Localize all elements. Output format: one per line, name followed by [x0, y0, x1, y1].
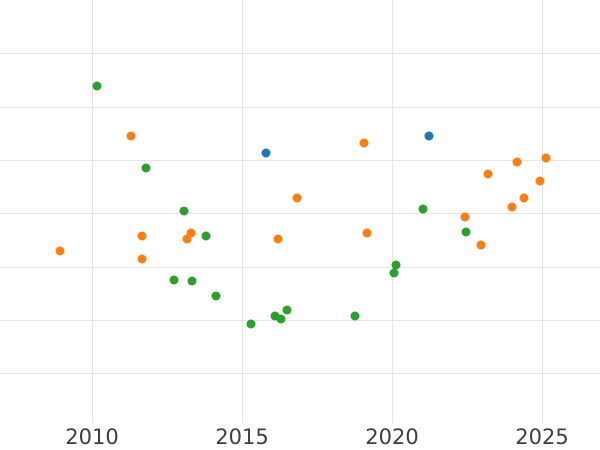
scatter-point-green — [179, 206, 189, 216]
h-gridline — [0, 160, 600, 162]
scatter-point-orange — [182, 234, 192, 244]
scatter-point-orange — [362, 228, 372, 238]
h-gridline — [0, 320, 600, 322]
scatter-point-green — [169, 275, 179, 285]
scatter-point-green — [461, 227, 471, 237]
v-gridline — [92, 0, 94, 423]
x-tick-label: 2010 — [65, 425, 119, 449]
scatter-point-green — [246, 319, 256, 329]
scatter-point-orange — [535, 176, 545, 186]
scatter-point-orange — [359, 138, 369, 148]
scatter-point-orange — [507, 202, 517, 212]
h-gridline — [0, 107, 600, 109]
scatter-point-green — [350, 311, 360, 321]
h-gridline — [0, 267, 600, 269]
x-tick-label: 2020 — [365, 425, 419, 449]
scatter-point-orange — [55, 246, 65, 256]
scatter-point-orange — [137, 254, 147, 264]
x-tick-label: 2025 — [515, 425, 569, 449]
scatter-point-green — [211, 291, 221, 301]
scatter-point-orange — [541, 153, 551, 163]
scatter-point-orange — [512, 157, 522, 167]
x-tick-label: 2015 — [215, 425, 269, 449]
scatter-point-orange — [292, 193, 302, 203]
scatter-point-green — [282, 305, 292, 315]
h-gridline — [0, 213, 600, 215]
scatter-point-orange — [483, 169, 493, 179]
scatter-point-green — [270, 311, 280, 321]
v-gridline — [392, 0, 394, 423]
scatter-point-orange — [476, 240, 486, 250]
scatter-point-blue — [261, 148, 271, 158]
scatter-point-green — [141, 163, 151, 173]
scatter-point-green — [391, 260, 401, 270]
scatter-point-orange — [273, 234, 283, 244]
scatter-point-orange — [126, 131, 136, 141]
scatter-point-orange — [460, 212, 470, 222]
scatter-point-green — [92, 81, 102, 91]
scatter-point-green — [187, 276, 197, 286]
scatter-point-orange — [137, 231, 147, 241]
v-gridline — [542, 0, 544, 423]
scatter-point-blue — [424, 131, 434, 141]
scatter-point-green — [389, 268, 399, 278]
v-gridline — [242, 0, 244, 423]
scatter-point-orange — [186, 228, 196, 238]
scatter-point-green — [418, 204, 428, 214]
scatter-point-orange — [519, 193, 529, 203]
h-gridline — [0, 53, 600, 55]
scatter-point-green — [276, 314, 286, 324]
h-gridline — [0, 373, 600, 375]
scatter-point-green — [201, 231, 211, 241]
